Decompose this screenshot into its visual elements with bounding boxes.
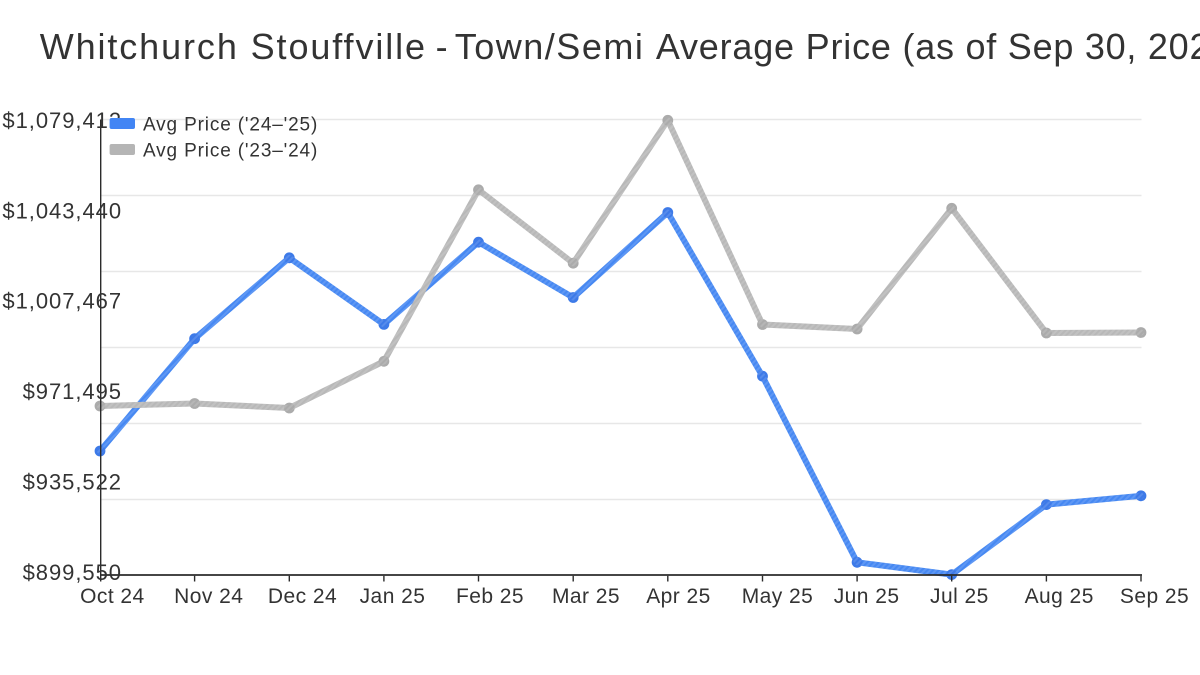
svg-text:May 25: May 25 [742,585,814,608]
svg-text:Apr 25: Apr 25 [646,585,711,608]
svg-text:Whitchurch Stouffville - Town/: Whitchurch Stouffville - Town/Semi Avera… [40,26,1200,67]
svg-text:Jun 25: Jun 25 [834,585,900,608]
svg-text:Nov 24: Nov 24 [174,585,243,608]
svg-text:$1,079,412: $1,079,412 [2,108,122,133]
svg-text:$899,550: $899,550 [23,560,122,585]
svg-text:$935,522: $935,522 [23,470,122,495]
svg-text:Dec 24: Dec 24 [268,585,337,608]
svg-text:Jul 25: Jul 25 [930,585,989,608]
svg-text:Avg Price ('24–'25): Avg Price ('24–'25) [143,114,318,135]
svg-text:Avg Price ('23–'24): Avg Price ('23–'24) [143,140,318,161]
svg-text:Feb 25: Feb 25 [456,585,524,608]
svg-text:Jan 25: Jan 25 [360,585,426,608]
svg-text:$971,495: $971,495 [23,379,122,404]
svg-text:$1,007,467: $1,007,467 [2,289,122,314]
svg-text:Oct 24: Oct 24 [80,585,145,608]
svg-text:$1,043,440: $1,043,440 [2,198,122,223]
svg-text:Sep 25: Sep 25 [1120,585,1189,608]
svg-text:Aug 25: Aug 25 [1025,585,1094,608]
svg-text:Mar 25: Mar 25 [552,585,620,608]
